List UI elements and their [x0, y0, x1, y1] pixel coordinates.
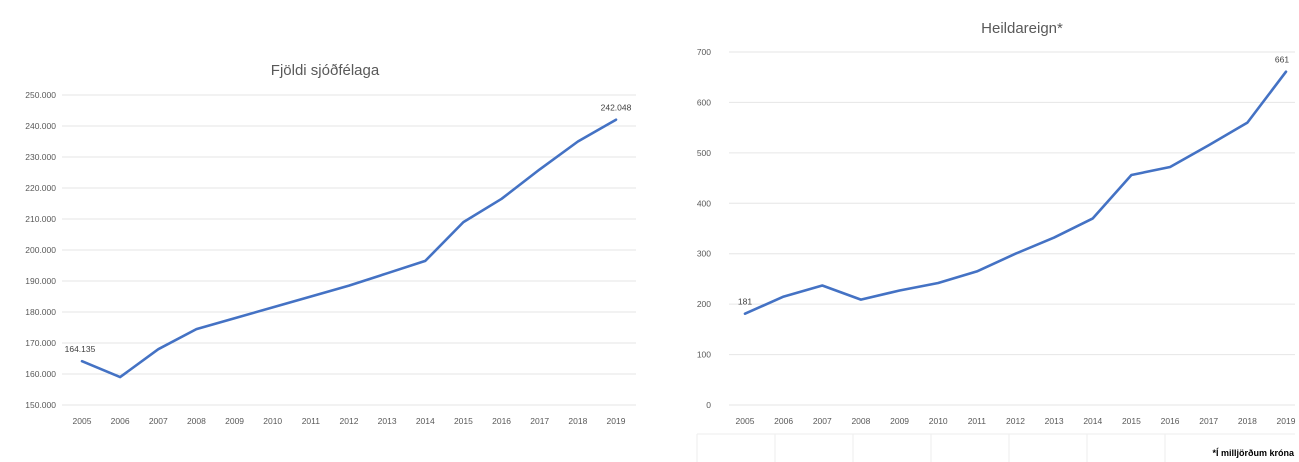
x-tick-label: 2009: [890, 416, 909, 426]
x-tick-label: 2019: [607, 416, 626, 426]
x-tick-label: 2015: [454, 416, 473, 426]
y-tick-label: 230.000: [25, 152, 56, 162]
y-tick-label: 180.000: [25, 307, 56, 317]
y-tick-label: 500: [697, 148, 711, 158]
y-tick-label: 700: [697, 47, 711, 57]
x-tick-label: 2010: [263, 416, 282, 426]
footnote: *Í milljörðum króna: [1212, 448, 1295, 458]
y-tick-label: 200.000: [25, 245, 56, 255]
y-tick-label: 200: [697, 299, 711, 309]
y-tick-label: 210.000: [25, 214, 56, 224]
y-tick-label: 300: [697, 249, 711, 259]
x-tick-label: 2012: [1006, 416, 1025, 426]
x-tick-label: 2010: [929, 416, 948, 426]
y-tick-label: 400: [697, 198, 711, 208]
chart-heildareign: Heildareign* 0 100 200 300 400 500 600 700 2005…: [696, 20, 1296, 462]
y-tick-label: 0: [706, 400, 711, 410]
x-tick-label: 2019: [1277, 416, 1296, 426]
data-label: 661: [1275, 55, 1289, 65]
x-tick-label: 2013: [378, 416, 397, 426]
y-tick-label: 600: [697, 97, 711, 107]
data-label: 181: [738, 297, 752, 307]
x-tick-label: 2009: [225, 416, 244, 426]
y-tick-label: 250.000: [25, 90, 56, 100]
x-tick-label: 2008: [851, 416, 870, 426]
x-tick-label: 2006: [111, 416, 130, 426]
y-tick-label: 100: [697, 350, 711, 360]
series-line: [743, 70, 1288, 315]
y-tick-label: 190.000: [25, 276, 56, 286]
chart-title: Heildareign*: [981, 20, 1063, 37]
y-tick-label: 240.000: [25, 121, 56, 131]
x-tick-label: 2008: [187, 416, 206, 426]
x-tick-label: 2015: [1122, 416, 1141, 426]
x-tick-label: 2014: [1083, 416, 1102, 426]
x-tick-label: 2018: [568, 416, 587, 426]
x-tick-label: 2018: [1238, 416, 1257, 426]
x-tick-label: 2006: [774, 416, 793, 426]
x-tick-label: 2017: [1199, 416, 1218, 426]
chart-fjoldi-sjodfelaga: Fjöldi sjóðfélaga 150.000 160.000 170.000 1…: [25, 62, 636, 426]
data-label: 242.048: [601, 103, 632, 113]
x-tick-label: 2007: [149, 416, 168, 426]
x-tick-label: 2011: [302, 416, 321, 426]
x-tick-label: 2017: [530, 416, 549, 426]
x-tick-label: 2011: [968, 416, 987, 426]
y-tick-label: 160.000: [25, 369, 56, 379]
x-tick-label: 2016: [1161, 416, 1180, 426]
x-tick-label: 2014: [416, 416, 435, 426]
data-label: 164.135: [65, 344, 96, 354]
x-tick-label: 2012: [340, 416, 359, 426]
x-tick-label: 2016: [492, 416, 511, 426]
chart-title: Fjöldi sjóðfélaga: [271, 62, 380, 79]
x-tick-label: 2013: [1045, 416, 1064, 426]
x-tick-label: 2007: [813, 416, 832, 426]
y-tick-label: 150.000: [25, 400, 56, 410]
y-tick-label: 170.000: [25, 338, 56, 348]
x-tick-label: 2005: [736, 416, 755, 426]
y-tick-label: 220.000: [25, 183, 56, 193]
x-tick-label: 2005: [73, 416, 92, 426]
series-line: [80, 118, 618, 379]
